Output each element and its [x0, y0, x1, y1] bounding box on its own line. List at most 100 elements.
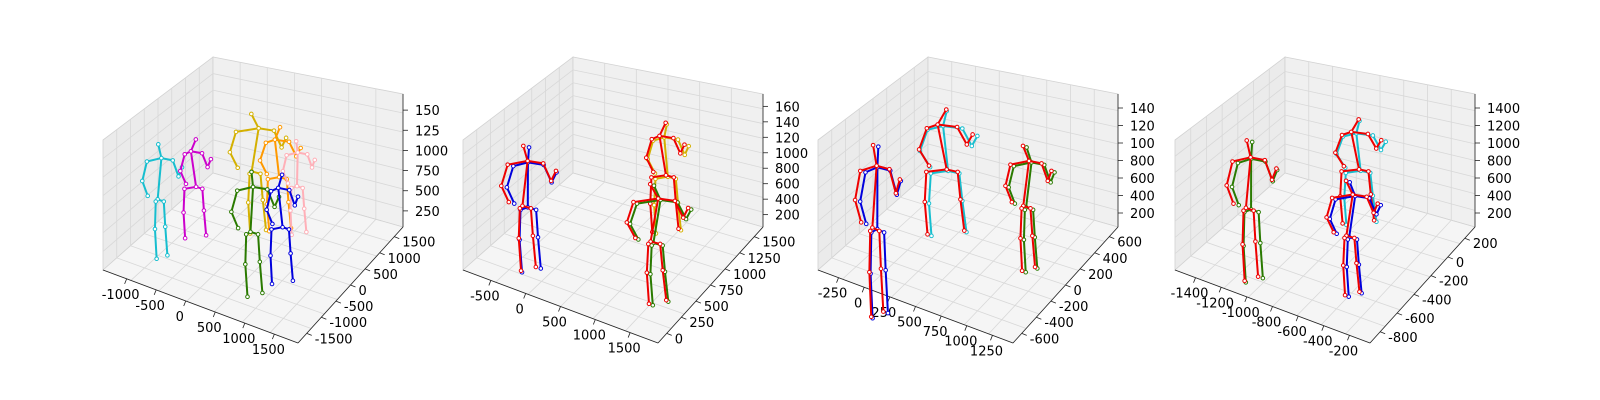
z-tick-label: 100	[1130, 137, 1155, 152]
z-tick-label: 140	[1130, 102, 1155, 117]
joint	[309, 165, 315, 170]
y-tick-label: 200	[1473, 237, 1498, 252]
joint	[1258, 240, 1263, 246]
joint	[1364, 194, 1369, 200]
x-tick-label: -1200	[1196, 296, 1234, 311]
joint	[943, 107, 949, 112]
bone	[629, 202, 638, 225]
bone	[1335, 135, 1344, 156]
bone	[871, 164, 878, 229]
bone	[257, 127, 275, 132]
z-gridline	[817, 71, 1119, 157]
z-tick-label: 600	[775, 178, 800, 193]
joint	[672, 198, 678, 204]
bone	[649, 197, 660, 243]
bone	[645, 156, 655, 173]
bone	[961, 127, 973, 147]
y-tick-label: -600	[1405, 312, 1435, 327]
bone	[512, 161, 529, 168]
bone	[658, 134, 667, 177]
joint	[671, 135, 676, 141]
x-tick	[1347, 335, 1350, 341]
bone	[1019, 237, 1024, 272]
x-tick-label: -250	[818, 287, 848, 302]
joint	[155, 142, 161, 147]
joint	[553, 168, 559, 174]
z-gridline	[462, 82, 764, 170]
joint	[139, 178, 145, 184]
joint	[1356, 117, 1361, 122]
joint	[165, 253, 170, 258]
z-gridline	[817, 85, 1119, 173]
bone	[1007, 165, 1015, 189]
joint	[870, 142, 876, 148]
bone	[531, 234, 537, 268]
y-tick-label: 600	[1117, 236, 1142, 251]
x-tick-label: -500	[470, 289, 500, 304]
bone	[1355, 262, 1361, 293]
bone	[542, 162, 553, 182]
joint	[924, 169, 929, 175]
y-tick-label: 1500	[402, 236, 435, 251]
y-gridline	[900, 77, 1092, 257]
joint	[1249, 139, 1255, 145]
bone	[649, 183, 660, 200]
bone	[923, 200, 929, 236]
joint	[264, 207, 269, 213]
bone	[1366, 132, 1378, 150]
joint	[1230, 159, 1235, 164]
joint	[283, 135, 289, 141]
bone	[1244, 156, 1252, 209]
y-tick	[1036, 316, 1042, 320]
joint	[248, 229, 253, 235]
bone	[936, 123, 948, 171]
bone	[281, 154, 288, 173]
z-tick-label: 1000	[415, 144, 448, 159]
y-gridline	[1221, 104, 1416, 294]
bone	[288, 189, 296, 207]
bone	[272, 129, 283, 149]
joint	[279, 172, 285, 178]
y-tick	[306, 332, 312, 336]
y-tick-label: 1250	[748, 252, 781, 267]
joint	[229, 209, 234, 215]
y-gridline	[1253, 80, 1446, 261]
z-gridline	[1174, 158, 1476, 255]
y-tick	[394, 236, 400, 240]
y-tick-label: 400	[1103, 252, 1128, 267]
skeleton	[280, 138, 318, 238]
joint	[863, 170, 868, 175]
y-tick	[739, 252, 745, 256]
joint	[926, 163, 932, 168]
bone	[1355, 132, 1362, 172]
x-tick-label: 1500	[608, 342, 641, 357]
x-tick-label: 1000	[573, 329, 606, 344]
joint	[257, 158, 263, 163]
skeleton	[139, 142, 185, 262]
y-tick-label: 1500	[762, 236, 795, 251]
joint	[1371, 210, 1376, 216]
panel-4: -1400-1200-1000-800-600-400-200-800-600-…	[1171, 56, 1520, 359]
bone	[287, 228, 292, 255]
bone	[171, 159, 180, 178]
x-tick-label: 1500	[252, 343, 285, 358]
joint	[201, 208, 207, 213]
z-gridline	[817, 158, 1119, 255]
bone	[244, 233, 248, 266]
joint	[867, 269, 872, 275]
bone	[674, 200, 680, 230]
joint	[298, 145, 303, 151]
joint	[1229, 184, 1235, 190]
x-tick	[1218, 287, 1222, 293]
x-gridline	[1247, 70, 1357, 298]
bone	[301, 187, 306, 210]
x-gridline	[241, 83, 350, 323]
bone	[646, 139, 655, 161]
bone	[649, 244, 653, 276]
bone	[1231, 156, 1252, 163]
bone	[1022, 208, 1026, 241]
bone	[1029, 207, 1034, 237]
joint	[916, 147, 922, 152]
bone	[918, 127, 928, 151]
bone	[625, 201, 635, 224]
